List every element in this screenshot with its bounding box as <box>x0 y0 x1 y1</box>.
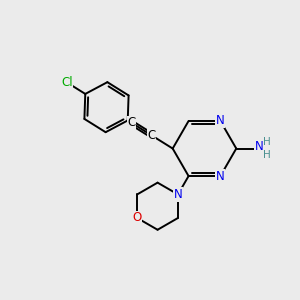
Text: H: H <box>263 137 271 147</box>
Text: C: C <box>127 116 136 129</box>
Text: Cl: Cl <box>61 76 73 89</box>
Text: N: N <box>216 169 225 183</box>
Text: N: N <box>255 140 264 153</box>
Text: N: N <box>216 115 225 128</box>
Text: H: H <box>263 150 271 160</box>
Text: C: C <box>147 129 156 142</box>
Text: O: O <box>133 212 142 224</box>
Text: N: N <box>174 188 182 201</box>
